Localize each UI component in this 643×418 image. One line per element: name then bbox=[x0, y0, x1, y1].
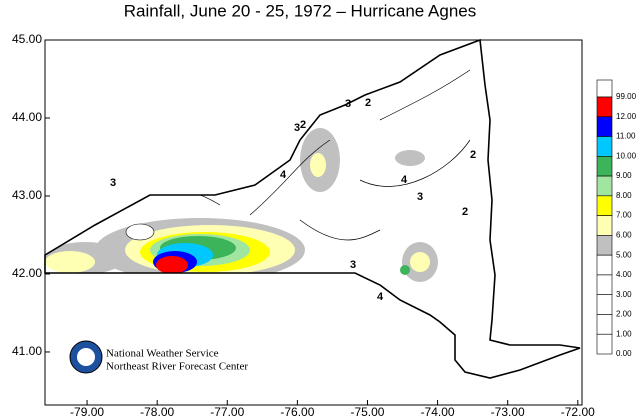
contour-label: 3 bbox=[294, 122, 300, 134]
legend-label: 12.00 bbox=[616, 112, 637, 121]
contour-label: 3 bbox=[417, 191, 423, 203]
legend-swatch bbox=[596, 333, 613, 355]
contour-label: 2 bbox=[300, 119, 306, 131]
chart-title: Rainfall, June 20 - 25, 1972 – Hurricane… bbox=[124, 1, 477, 20]
x-tick-label: -77.00 bbox=[210, 405, 244, 418]
contour-label: 3 bbox=[350, 259, 356, 271]
legend-label: 8.00 bbox=[616, 191, 632, 200]
legend-swatch bbox=[596, 116, 613, 137]
contour-label: 4 bbox=[280, 169, 287, 181]
y-tick-label: 42.00 bbox=[12, 266, 42, 280]
legend-label: 99.00 bbox=[616, 92, 637, 101]
contour-label: 3 bbox=[110, 177, 116, 189]
legend-label: 3.00 bbox=[616, 290, 632, 299]
legend-swatch bbox=[596, 274, 613, 295]
x-tick-label: -78.00 bbox=[140, 405, 174, 418]
x-tick-label: -75.00 bbox=[350, 405, 384, 418]
y-tick-label: 44.00 bbox=[12, 110, 42, 124]
legend-label: 0.00 bbox=[616, 349, 632, 358]
legend-swatch bbox=[596, 314, 613, 335]
legend-swatch bbox=[596, 235, 613, 256]
legend-top-box bbox=[596, 79, 613, 98]
contour-label: 4 bbox=[377, 291, 384, 303]
legend-label: 9.00 bbox=[616, 171, 632, 180]
credit-line1: National Weather Service bbox=[106, 348, 219, 360]
y-tick-label: 41.00 bbox=[12, 344, 42, 358]
contour-label: 3 bbox=[345, 98, 351, 110]
contour-fills bbox=[45, 69, 471, 335]
legend-label: 1.00 bbox=[616, 329, 632, 338]
plot-frame bbox=[44, 39, 583, 406]
x-tick-label: -72.00 bbox=[561, 405, 595, 418]
legend-label: 2.00 bbox=[616, 310, 632, 319]
credit-line2: Northeast River Forecast Center bbox=[106, 361, 248, 373]
legend-swatch bbox=[596, 294, 613, 315]
noaa-logo-inner bbox=[77, 348, 95, 366]
legend-label: 10.00 bbox=[616, 151, 637, 160]
y-tick-label: 45.00 bbox=[12, 32, 42, 46]
legend-swatch bbox=[596, 136, 613, 157]
legend-label: 4.00 bbox=[616, 270, 632, 279]
contour-label: 2 bbox=[365, 97, 371, 109]
legend-swatch bbox=[596, 215, 613, 236]
credit: National Weather Service Northeast River… bbox=[69, 340, 248, 374]
contour-label: 4 bbox=[401, 174, 408, 186]
legend-label: 6.00 bbox=[616, 230, 632, 239]
state-outline bbox=[44, 38, 581, 379]
y-tick-label: 43.00 bbox=[12, 188, 42, 202]
legend-swatch bbox=[596, 96, 613, 118]
legend-label: 11.00 bbox=[616, 132, 636, 141]
x-tick-label: -79.00 bbox=[70, 405, 104, 418]
legend-label: 5.00 bbox=[616, 250, 632, 259]
legend-swatch bbox=[596, 156, 613, 177]
legend-swatch bbox=[596, 254, 613, 276]
x-tick-label: -73.00 bbox=[491, 405, 525, 418]
legend-swatch bbox=[596, 175, 613, 197]
legend-swatch bbox=[596, 195, 613, 216]
contour-label: 2 bbox=[470, 149, 476, 161]
x-tick-label: -74.00 bbox=[421, 405, 455, 418]
contour-label: 2 bbox=[462, 206, 468, 218]
x-tick-label: -76.00 bbox=[280, 405, 314, 418]
legend-label: 7.00 bbox=[616, 211, 632, 220]
